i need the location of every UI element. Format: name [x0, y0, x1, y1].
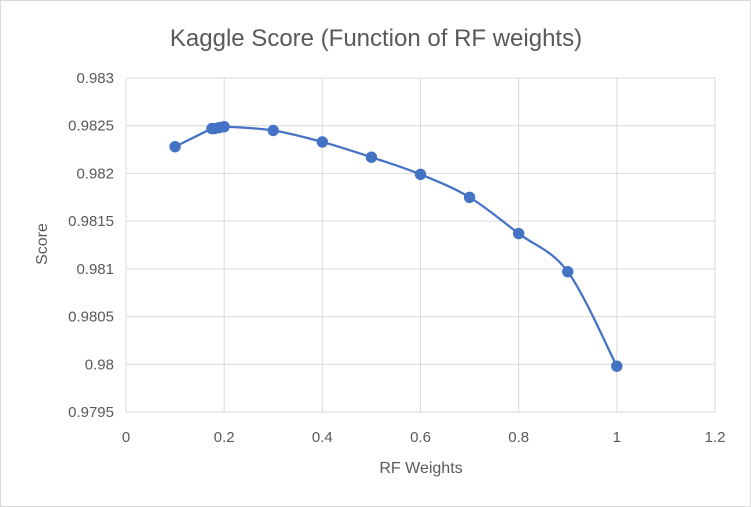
- x-tick-label: 0: [122, 429, 130, 446]
- data-point: [218, 120, 230, 133]
- y-tick-label: 0.9795: [68, 404, 114, 421]
- data-point: [169, 141, 181, 153]
- y-axis-ticks: 0.9795 0.98 0.9805 0.981 0.9815 0.982 0.9825 0.…: [68, 70, 114, 421]
- y-tick-label: 0.98: [85, 356, 114, 373]
- series-line: [174, 125, 618, 367]
- data-point: [611, 360, 623, 372]
- y-tick-label: 0.983: [76, 70, 114, 87]
- data-point: [414, 168, 427, 181]
- x-tick-label: 0.6: [410, 429, 431, 446]
- y-tick-label: 0.9805: [68, 309, 114, 326]
- y-tick-label: 0.9825: [68, 118, 114, 135]
- y-tick-label: 0.982: [76, 165, 114, 182]
- data-point: [512, 227, 525, 240]
- data-point: [463, 191, 476, 203]
- series-markers: [169, 120, 623, 372]
- chart-title: Kaggle Score (Function of RF weights): [170, 25, 582, 52]
- x-axis-label: RF Weights: [379, 460, 462, 477]
- data-point: [562, 266, 574, 278]
- y-axis-label: Score: [34, 223, 51, 265]
- x-tick-label: 1.2: [705, 429, 726, 446]
- x-tick-label: 0.8: [508, 429, 529, 446]
- data-point: [267, 124, 279, 137]
- data-point: [316, 136, 329, 148]
- y-tick-label: 0.981: [76, 261, 114, 278]
- x-tick-label: 0.4: [312, 429, 333, 446]
- x-tick-label: 0.2: [214, 429, 235, 446]
- x-tick-label: 1: [613, 429, 621, 446]
- x-axis-ticks: 0 0.2 0.4 0.6 0.8 1 1.2: [122, 429, 726, 446]
- data-point: [365, 151, 378, 163]
- y-tick-label: 0.9815: [68, 213, 114, 230]
